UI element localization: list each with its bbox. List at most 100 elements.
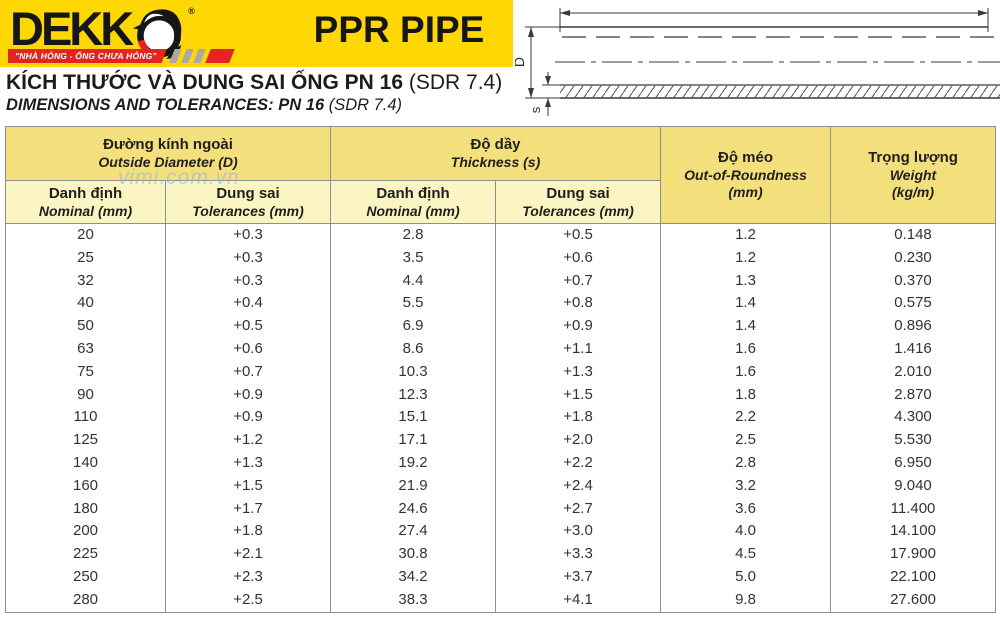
table-cell: +2.1 xyxy=(165,543,331,566)
page-title-en-suffix: (SDR 7.4) xyxy=(324,96,403,114)
table-cell: +0.8 xyxy=(494,292,662,316)
table-row: 180 +1.7 24.6 +2.7 3.6 11.400 xyxy=(5,497,997,521)
diameter-label: D xyxy=(515,57,527,67)
dimension-tolerance-table: Đường kính ngoài Outside Diameter (D) Độ… xyxy=(5,126,997,613)
decor-stripe xyxy=(192,49,206,63)
group-header-row: Đường kính ngoài Outside Diameter (D) Độ… xyxy=(5,126,997,224)
table-cell: +1.8 xyxy=(165,520,331,544)
table-cell: 1.6 xyxy=(660,337,832,361)
subheader-vi: Dung sai xyxy=(216,184,280,202)
table-cell: 11.400 xyxy=(830,497,997,521)
table-row: 63 +0.6 8.6 +1.1 1.6 1.416 xyxy=(5,337,997,361)
table-cell: +0.6 xyxy=(165,337,331,361)
table-cell: +0.7 xyxy=(165,360,331,384)
col-header-weight: Trọng lượng Weight (kg/m) xyxy=(830,126,997,224)
group-label-en: Out-of-Roundness xyxy=(684,167,807,183)
table-cell: +1.3 xyxy=(494,360,662,384)
table-body: 20 +0.3 2.8 +0.5 1.2 0.148 25 +0.3 3.5 +0.6 1.2 0.2… xyxy=(5,222,997,613)
table-cell: 38.3 xyxy=(330,588,496,613)
table-cell: 2.870 xyxy=(830,383,997,407)
table-cell: 5.0 xyxy=(660,565,832,589)
table-cell: +1.8 xyxy=(494,406,662,430)
table-cell: 180 xyxy=(5,497,166,521)
col-header-od-tolerance: Dung sai Tolerances (mm) xyxy=(165,180,331,224)
table-cell: 10.3 xyxy=(330,360,496,384)
table-cell: 63 xyxy=(5,337,166,361)
table-row: 25 +0.3 3.5 +0.6 1.2 0.230 xyxy=(5,246,997,270)
table-cell: 225 xyxy=(5,543,166,566)
product-name: PPR PIPE xyxy=(313,9,485,50)
table-cell: +1.1 xyxy=(494,337,662,361)
table-cell: 140 xyxy=(5,451,166,475)
table-cell: 3.5 xyxy=(330,246,496,270)
table-cell: 2.8 xyxy=(660,451,832,475)
decor-stripe xyxy=(180,49,194,63)
table-cell: 0.575 xyxy=(830,292,997,316)
group-label-unit: (kg/m) xyxy=(892,184,935,200)
table-cell: +3.7 xyxy=(494,565,662,589)
group-label-unit: (mm) xyxy=(728,184,763,200)
table-cell: 32 xyxy=(5,269,166,293)
group-label-vi: Trọng lượng xyxy=(868,149,958,166)
table-cell: 21.9 xyxy=(330,474,496,498)
subheader-en: Tolerances (mm) xyxy=(192,202,304,219)
page-title-vi-main: KÍCH THƯỚC VÀ DUNG SAI ỐNG PN 16 xyxy=(6,71,404,94)
sub-header-row: Danh định Nominal (mm) Dung sai Toleranc… xyxy=(5,180,996,224)
table-cell: +2.5 xyxy=(165,588,331,613)
table-cell: +0.3 xyxy=(165,246,331,270)
page-title-en-main: DIMENSIONS AND TOLERANCES: PN 16 xyxy=(6,96,325,114)
title-block: KÍCH THƯỚC VÀ DUNG SAI ỐNG PN 16 (SDR 7.… xyxy=(6,70,566,116)
table-cell: 125 xyxy=(5,429,166,452)
table-cell: 25 xyxy=(5,246,166,270)
table-cell: 34.2 xyxy=(330,565,496,589)
table-cell: 2.010 xyxy=(830,360,997,384)
table-row: 110 +0.9 15.1 +1.8 2.2 4.300 xyxy=(5,406,997,430)
slogan-bar: "NHÀ HỎNG - ỐNG CHƯA HỎNG" xyxy=(8,49,235,63)
table-cell: +0.4 xyxy=(165,292,331,316)
table-cell: 4.4 xyxy=(330,269,496,293)
table-cell: +0.5 xyxy=(494,222,662,247)
table-cell: +1.5 xyxy=(494,383,662,407)
table-cell: 75 xyxy=(5,360,166,384)
page-title-en: DIMENSIONS AND TOLERANCES: PN 16 (SDR 7.… xyxy=(6,95,566,116)
table-cell: 27.600 xyxy=(830,588,997,613)
table-cell: +3.3 xyxy=(494,543,662,566)
table-cell: 17.900 xyxy=(830,543,997,566)
table-row: 250 +2.3 34.2 +3.7 5.0 22.100 xyxy=(5,565,997,589)
table-cell: +2.7 xyxy=(494,497,662,521)
table-cell: +0.3 xyxy=(165,269,331,293)
subheader-vi: Danh định xyxy=(376,184,450,202)
table-cell: 3.6 xyxy=(660,497,832,521)
table-cell: 1.416 xyxy=(830,337,997,361)
table-cell: +0.9 xyxy=(165,383,331,407)
table-cell: 200 xyxy=(5,520,166,544)
table-cell: +0.9 xyxy=(165,406,331,430)
table-cell: 4.0 xyxy=(660,520,832,544)
table-cell: 8.6 xyxy=(330,337,496,361)
table-row: 200 +1.8 27.4 +3.0 4.0 14.100 xyxy=(5,520,997,544)
subheader-vi: Dung sai xyxy=(546,184,610,202)
group-label-vi: Độ dầy xyxy=(470,136,521,153)
table-cell: 5.530 xyxy=(830,429,997,452)
table-cell: 12.3 xyxy=(330,383,496,407)
table-cell: 24.6 xyxy=(330,497,496,521)
watermark: vimi.com.vn xyxy=(118,166,240,189)
table-cell: 6.950 xyxy=(830,451,997,475)
table-cell: +0.5 xyxy=(165,315,331,338)
table-cell: 1.4 xyxy=(660,315,832,338)
brand-banner: DEKK ® "NHÀ HỎNG - ỐNG CHƯA HỎNG" PPR PI… xyxy=(0,0,513,67)
table-cell: +2.2 xyxy=(494,451,662,475)
table-cell: 40 xyxy=(5,292,166,316)
table-cell: +2.3 xyxy=(165,565,331,589)
table-cell: 0.370 xyxy=(830,269,997,293)
col-header-thk-nominal: Danh định Nominal (mm) xyxy=(330,180,496,224)
table-row: 90 +0.9 12.3 +1.5 1.8 2.870 xyxy=(5,383,997,407)
pipe-section-diagram: D s xyxy=(515,8,1000,116)
subheader-en: Nominal (mm) xyxy=(38,202,133,219)
table-row: 20 +0.3 2.8 +0.5 1.2 0.148 xyxy=(5,222,997,247)
table-cell: +2.4 xyxy=(494,474,662,498)
table-cell: 15.1 xyxy=(330,406,496,430)
table-cell: 1.2 xyxy=(660,222,832,247)
table-row: 40 +0.4 5.5 +0.8 1.4 0.575 xyxy=(5,292,997,316)
table-cell: 27.4 xyxy=(330,520,496,544)
